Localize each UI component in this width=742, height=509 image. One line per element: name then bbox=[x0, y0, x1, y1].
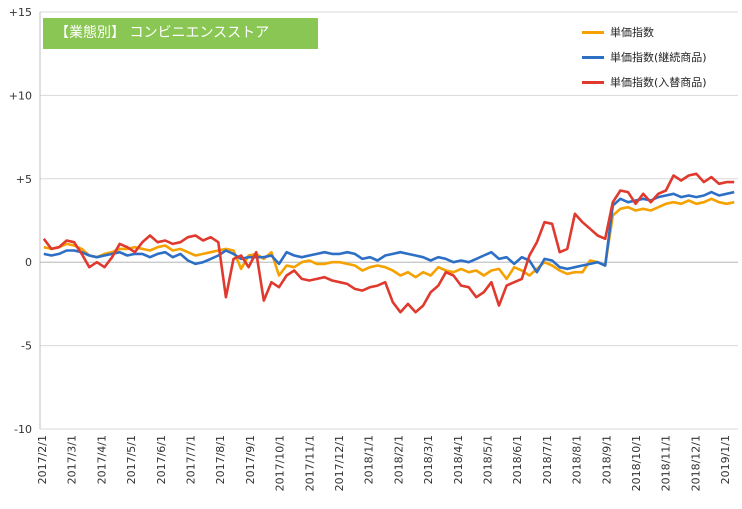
legend-swatch-2 bbox=[582, 80, 604, 84]
x-tick-label: 2017/2/1 bbox=[36, 435, 49, 484]
x-tick-label: 2018/12/1 bbox=[689, 435, 702, 491]
y-tick-label: 0 bbox=[25, 256, 32, 269]
series-lines bbox=[42, 172, 735, 314]
x-tick-label: 2017/5/1 bbox=[125, 435, 138, 484]
legend-swatch-1 bbox=[582, 55, 604, 59]
legend-label-0: 単価指数 bbox=[610, 26, 654, 39]
y-tick-label: +5 bbox=[16, 173, 32, 186]
x-tick-label: 2018/8/1 bbox=[571, 435, 584, 484]
x-tick-label: 2018/4/1 bbox=[452, 435, 465, 484]
x-tick-label: 2017/10/1 bbox=[274, 435, 287, 491]
chart-title: 【業態別】 コンビニエンスストア bbox=[43, 18, 318, 49]
x-tick-label: 2018/11/1 bbox=[660, 435, 673, 491]
x-tick-label: 2017/8/1 bbox=[214, 435, 227, 484]
x-tick-label: 2018/10/1 bbox=[630, 435, 643, 491]
x-tick-label: 2018/9/1 bbox=[600, 435, 613, 484]
x-tick-label: 2019/1/1 bbox=[719, 435, 732, 484]
legend-label-1: 単価指数(継続商品) bbox=[610, 51, 707, 64]
legend-item-continuing-products: 単価指数(継続商品) bbox=[582, 49, 707, 65]
x-tick-label: 2017/9/1 bbox=[244, 435, 257, 484]
x-tick-label: 2018/1/1 bbox=[363, 435, 376, 484]
legend-label-2: 単価指数(入替商品) bbox=[610, 76, 707, 89]
legend-swatch-0 bbox=[582, 30, 604, 34]
x-tick-label: 2017/7/1 bbox=[185, 435, 198, 484]
series-line-0 bbox=[43, 197, 735, 281]
x-tick-labels: 2017/2/1 2017/3/1 2017/4/1 2017/5/1 2017/6/1… bbox=[36, 435, 732, 491]
y-tick-label: +15 bbox=[9, 6, 32, 19]
series-line-1 bbox=[43, 190, 735, 274]
series-line-2 bbox=[42, 172, 735, 314]
x-tick-label: 2018/6/1 bbox=[511, 435, 524, 484]
x-tick-label: 2018/3/1 bbox=[422, 435, 435, 484]
x-tick-label: 2017/3/1 bbox=[66, 435, 79, 484]
y-tick-label: +10 bbox=[9, 89, 32, 102]
x-tick-label: 2018/7/1 bbox=[541, 435, 554, 484]
legend-item-unit-price-index: 単価指数 bbox=[582, 24, 654, 40]
x-tick-label: 2017/6/1 bbox=[155, 435, 168, 484]
axes bbox=[39, 12, 738, 429]
x-tick-label: 2017/11/1 bbox=[303, 435, 316, 491]
x-tick-label: 2017/4/1 bbox=[95, 435, 108, 484]
x-tick-label: 2017/12/1 bbox=[333, 435, 346, 491]
y-tick-label: -5 bbox=[21, 340, 32, 353]
x-tick-label: 2018/2/1 bbox=[392, 435, 405, 484]
legend: 単価指数 単価指数(継続商品) 単価指数(入替商品) bbox=[570, 18, 738, 94]
y-tick-label: -10 bbox=[14, 423, 32, 436]
legend-item-replaced-products: 単価指数(入替商品) bbox=[582, 74, 707, 90]
y-tick-labels: +15 +10 +5 0 -5 -10 bbox=[9, 6, 32, 436]
x-tick-label: 2018/5/1 bbox=[482, 435, 495, 484]
